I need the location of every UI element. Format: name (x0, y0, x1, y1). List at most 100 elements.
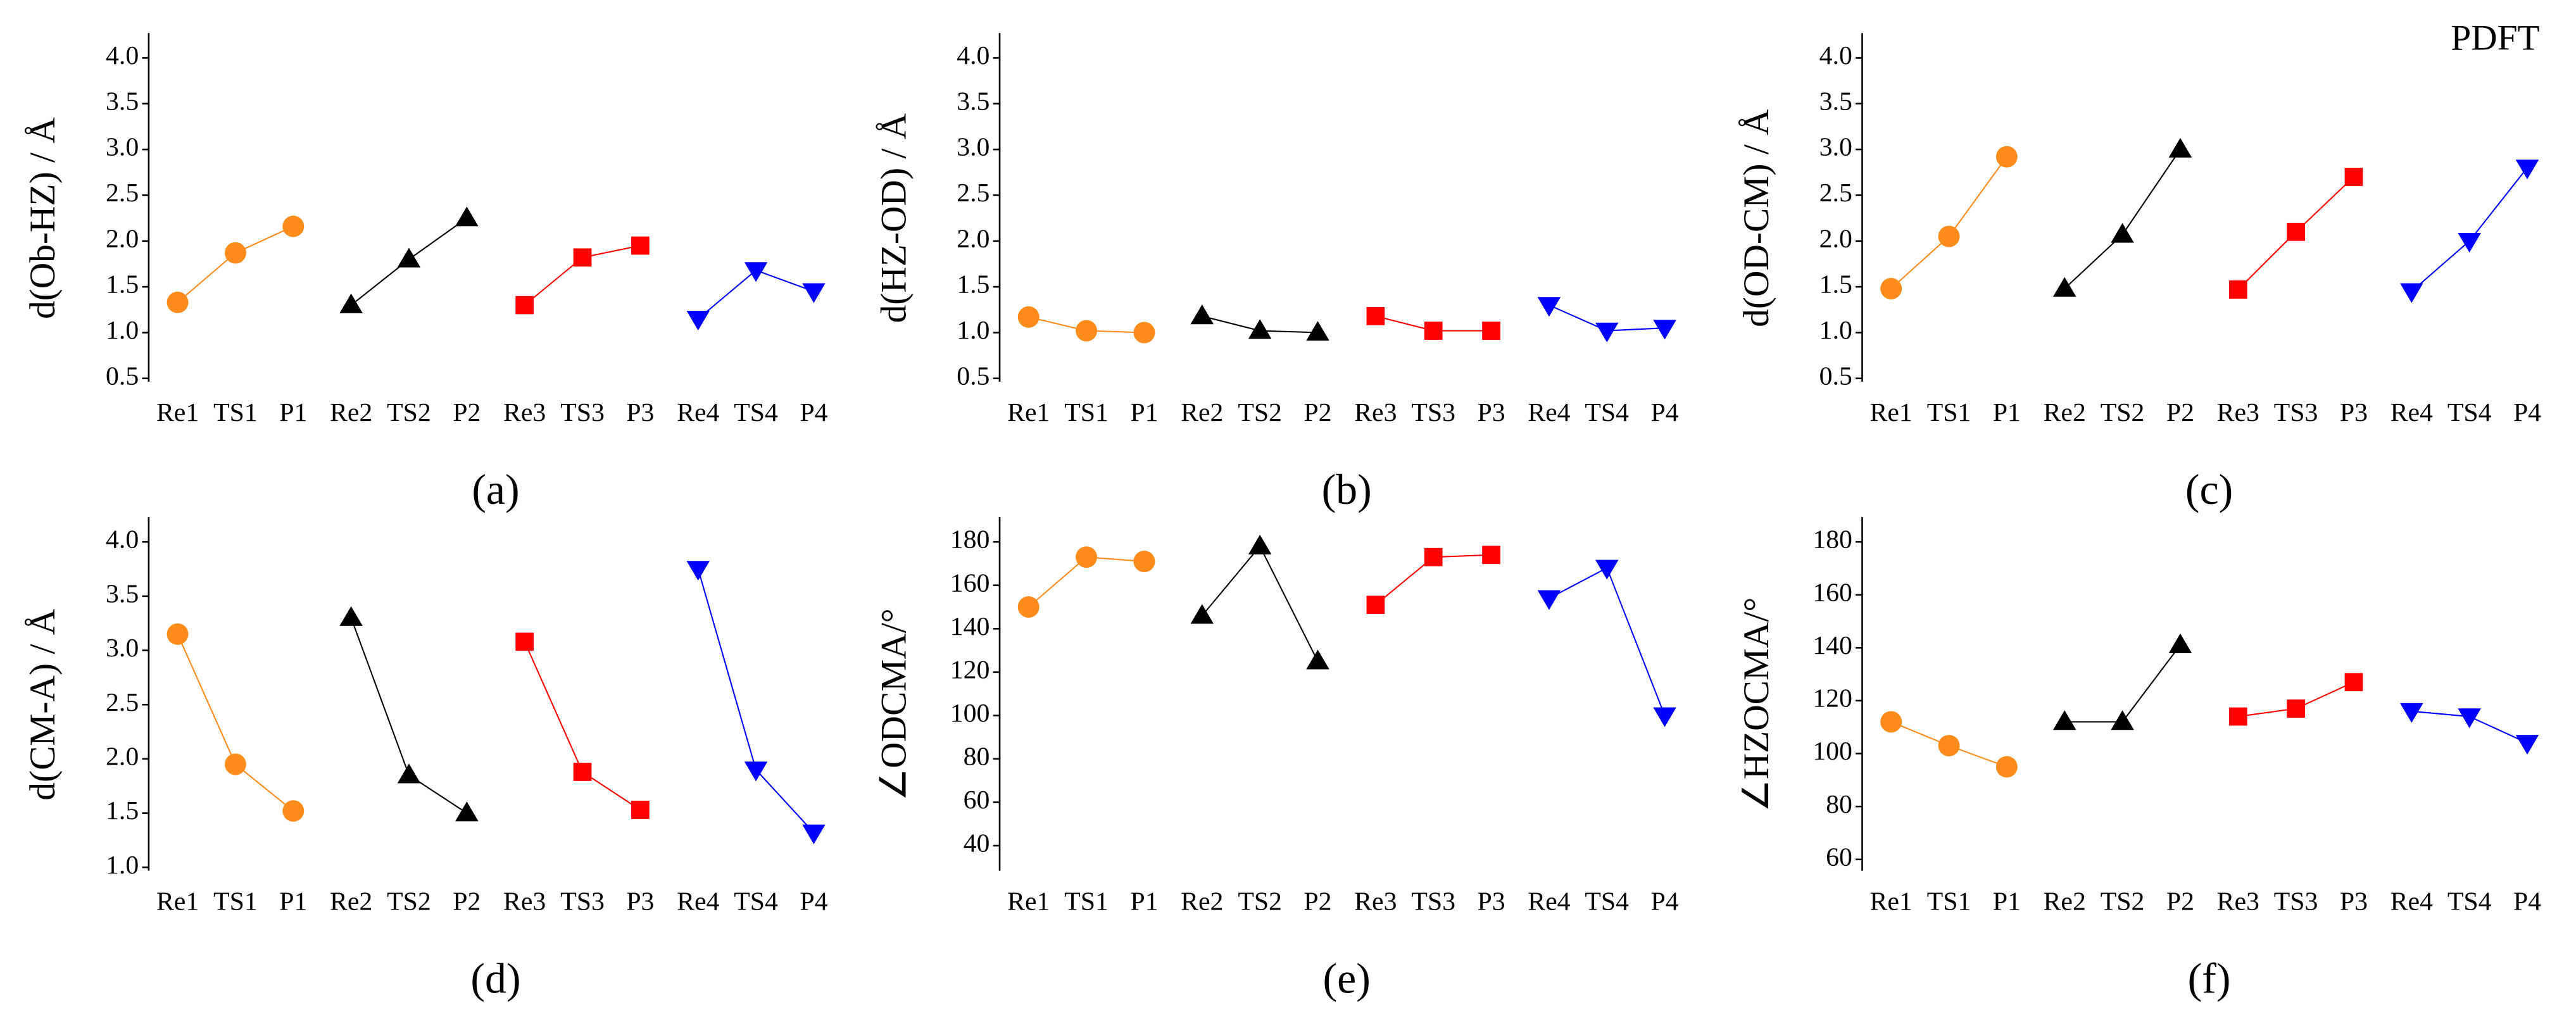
y-tick-label: 2.5 (957, 178, 990, 208)
x-tick-label: P2 (2166, 398, 2194, 427)
x-tick-label: Re4 (2391, 398, 2433, 427)
marker (397, 247, 421, 268)
marker (224, 242, 246, 264)
y-tick-label: 120 (1813, 684, 1852, 713)
x-tick-label: TS3 (560, 398, 605, 427)
y-tick-label: 100 (1813, 737, 1852, 766)
marker (1248, 534, 1272, 554)
annotation: PDFT (2451, 18, 2539, 58)
y-tick-label: 2.5 (106, 688, 139, 717)
y-tick-label: 180 (1813, 525, 1852, 554)
x-tick-label: TS3 (1411, 887, 1455, 916)
series-line (350, 617, 467, 814)
marker (2111, 710, 2134, 730)
x-tick-label: P4 (800, 398, 827, 427)
x-tick-label: P2 (1304, 398, 1331, 427)
x-tick-label: P1 (1130, 398, 1158, 427)
y-tick-label: 2.0 (957, 224, 990, 253)
marker (802, 283, 826, 303)
x-tick-label: TS1 (213, 887, 258, 916)
x-tick-label: Re1 (1870, 887, 1913, 916)
x-tick-label: Re2 (2044, 398, 2086, 427)
x-tick-label: P4 (800, 887, 827, 916)
x-tick-label: TS3 (2274, 887, 2318, 916)
y-tick-label: 1.5 (957, 270, 990, 299)
marker (1424, 322, 1443, 340)
marker (1366, 596, 1385, 614)
marker (2111, 223, 2134, 243)
x-tick-label: P1 (1130, 887, 1158, 916)
x-tick-label: TS2 (2101, 887, 2145, 916)
y-tick-label: 60 (1826, 842, 1852, 872)
marker (1017, 306, 1040, 328)
x-tick-label: TS1 (1064, 398, 1109, 427)
y-tick-label: 140 (1813, 631, 1852, 660)
y-tick-label: 1.0 (1819, 316, 1852, 345)
x-tick-label: P2 (453, 887, 481, 916)
y-tick-label: 3.5 (106, 87, 139, 116)
marker (1995, 756, 2018, 778)
marker (2400, 283, 2423, 303)
marker (2515, 160, 2539, 180)
y-tick-label: 1.0 (106, 851, 139, 880)
marker (1482, 546, 1500, 565)
marker (802, 824, 826, 844)
marker (1653, 707, 1676, 727)
x-tick-label: Re4 (677, 398, 719, 427)
x-tick-label: Re3 (2217, 887, 2259, 916)
series-line (697, 568, 815, 834)
x-tick-label: P2 (453, 398, 481, 427)
y-axis-label: d(Ob-HZ) / Å (23, 117, 63, 319)
x-tick-label: Re4 (1528, 887, 1570, 916)
y-tick-label: 0.5 (957, 361, 990, 391)
marker (573, 763, 592, 781)
panel-label: (c) (2185, 466, 2233, 513)
y-tick-label: 3.0 (1819, 133, 1852, 162)
marker (2287, 222, 2305, 241)
y-tick-label: 2.0 (106, 224, 139, 253)
marker (1938, 735, 1960, 757)
x-tick-label: Re3 (1354, 398, 1397, 427)
marker (2458, 232, 2481, 253)
marker (1076, 320, 1098, 342)
x-tick-label: P4 (1651, 398, 1679, 427)
marker (1537, 590, 1561, 610)
x-tick-label: Re2 (1181, 887, 1223, 916)
marker (2228, 707, 2247, 726)
x-tick-label: TS2 (387, 398, 431, 427)
marker (744, 262, 768, 282)
x-tick-label: TS1 (213, 398, 258, 427)
x-tick-label: Re1 (156, 887, 199, 916)
marker (1424, 547, 1443, 566)
y-tick-label: 60 (964, 785, 990, 815)
y-tick-label: 2.0 (106, 742, 139, 772)
panel-label: (f) (2188, 955, 2231, 1003)
x-tick-label: P3 (2340, 398, 2368, 427)
marker (166, 291, 189, 313)
x-tick-label: TS4 (734, 887, 778, 916)
series-line (1890, 156, 2007, 289)
y-tick-label: 80 (1826, 790, 1852, 819)
x-tick-label: TS2 (1238, 887, 1282, 916)
x-tick-label: Re1 (156, 398, 199, 427)
x-tick-label: TS1 (1927, 398, 1971, 427)
marker (686, 310, 710, 331)
marker (744, 761, 768, 782)
x-tick-label: TS4 (2447, 887, 2492, 916)
x-tick-label: P3 (1477, 887, 1505, 916)
y-tick-label: 3.5 (106, 579, 139, 608)
panel: 0.5 1.0 1.5 2.0 2.5 3.0 3.5 4.0 Re1 TS1 P1 Re2 TS2 P2… (23, 33, 828, 513)
panel: 1.0 1.5 2.0 2.5 3.0 3.5 4.0 Re1 TS1 P1 Re2 TS2 P2 Re3… (23, 517, 828, 1003)
y-axis-label: ∠HZOCMA/° (1737, 597, 1776, 812)
y-tick-label: 1.0 (957, 316, 990, 345)
x-tick-label: TS1 (1064, 887, 1109, 916)
marker (1653, 320, 1676, 340)
y-tick-label: 2.5 (1819, 178, 1852, 208)
marker (1366, 307, 1385, 325)
marker (1938, 225, 1960, 247)
series-line (1549, 566, 1666, 716)
y-axis-label: d(CM-A) / Å (23, 608, 63, 800)
y-tick-label: 120 (950, 655, 990, 684)
marker (455, 801, 479, 822)
marker (1595, 322, 1619, 342)
